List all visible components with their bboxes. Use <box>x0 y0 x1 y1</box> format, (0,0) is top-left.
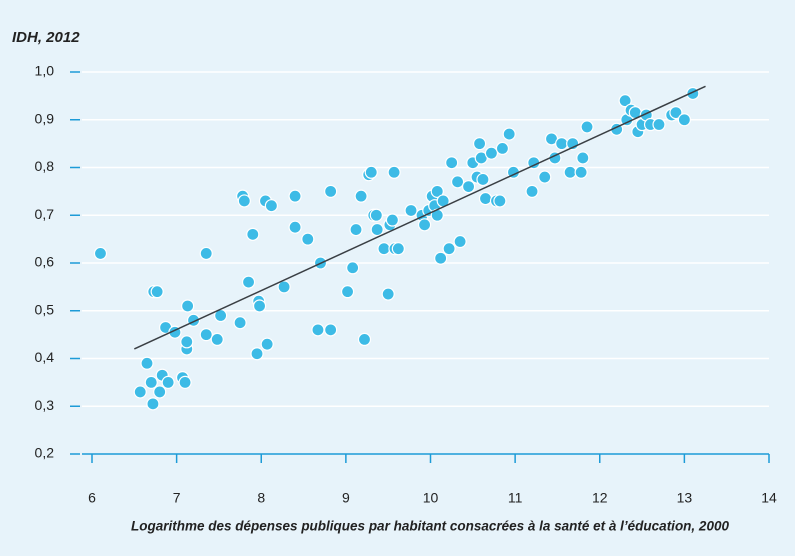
y-tick-label: 0,2 <box>35 445 55 461</box>
point <box>442 242 456 256</box>
point <box>250 347 264 361</box>
point <box>349 222 363 237</box>
point <box>288 220 302 234</box>
point <box>580 120 594 134</box>
point <box>618 94 632 108</box>
point <box>324 323 338 337</box>
point <box>484 146 499 160</box>
point <box>178 375 192 389</box>
point <box>346 261 360 275</box>
point <box>146 397 160 411</box>
point <box>387 165 401 179</box>
point <box>180 335 194 349</box>
point <box>563 165 577 179</box>
point <box>288 189 302 203</box>
point <box>260 337 274 351</box>
y-tick-label: 0,8 <box>35 158 55 174</box>
point <box>301 232 315 246</box>
y-tick-label: 0,6 <box>35 254 55 270</box>
point <box>264 199 279 213</box>
x-tick-label: 9 <box>342 490 350 506</box>
point <box>434 251 448 265</box>
point <box>450 175 465 189</box>
point <box>669 105 683 120</box>
point <box>354 189 368 203</box>
point <box>652 117 666 132</box>
point <box>210 332 224 346</box>
y-tick-label: 1,0 <box>35 63 55 79</box>
x-tick-label: 12 <box>592 490 608 506</box>
point <box>140 356 154 370</box>
point <box>133 385 147 399</box>
point <box>478 191 493 206</box>
point <box>340 285 355 299</box>
point <box>311 323 325 337</box>
point <box>199 246 213 261</box>
x-tick-label: 6 <box>88 490 96 506</box>
point <box>404 203 418 218</box>
point <box>538 170 552 184</box>
chart-title: IDH, 2012 <box>12 29 80 46</box>
point <box>476 172 490 187</box>
point <box>677 113 691 127</box>
point <box>233 316 247 330</box>
point <box>150 285 164 299</box>
point <box>555 137 569 151</box>
x-axis-label: Logarithme des dépenses publiques par ha… <box>131 519 729 534</box>
point <box>574 165 588 179</box>
trend-line <box>133 85 706 350</box>
point <box>144 375 158 389</box>
point <box>502 127 516 141</box>
point <box>357 332 372 346</box>
x-tick-label: 14 <box>761 490 777 506</box>
point <box>246 227 260 241</box>
x-tick-label: 10 <box>423 490 439 506</box>
y-tick-label: 0,9 <box>35 110 55 126</box>
x-tick-label: 7 <box>173 490 181 506</box>
point <box>181 299 195 313</box>
point <box>495 141 510 155</box>
point <box>93 246 108 261</box>
point <box>370 222 384 237</box>
y-tick-label: 0,5 <box>35 301 55 317</box>
point <box>453 234 467 249</box>
point <box>199 328 213 342</box>
point <box>461 180 476 194</box>
point <box>391 242 405 256</box>
point <box>153 385 167 399</box>
y-tick-label: 0,7 <box>35 206 55 222</box>
x-tick-label: 8 <box>257 490 265 506</box>
point <box>385 213 400 227</box>
point <box>237 194 251 208</box>
point <box>525 184 539 198</box>
point <box>430 184 444 198</box>
point <box>364 165 378 179</box>
point <box>417 218 432 232</box>
point <box>472 137 487 151</box>
point <box>381 287 395 301</box>
point <box>252 299 267 313</box>
point <box>576 151 590 165</box>
point <box>324 184 338 198</box>
point <box>369 208 383 222</box>
x-tick-label: 11 <box>508 490 523 506</box>
point <box>241 275 256 289</box>
y-tick-label: 0,4 <box>35 349 55 365</box>
y-tick-label: 0,3 <box>35 397 55 413</box>
point <box>161 375 175 389</box>
point <box>493 194 507 208</box>
point <box>377 242 391 256</box>
x-tick-label: 13 <box>677 490 693 506</box>
point <box>445 156 459 170</box>
